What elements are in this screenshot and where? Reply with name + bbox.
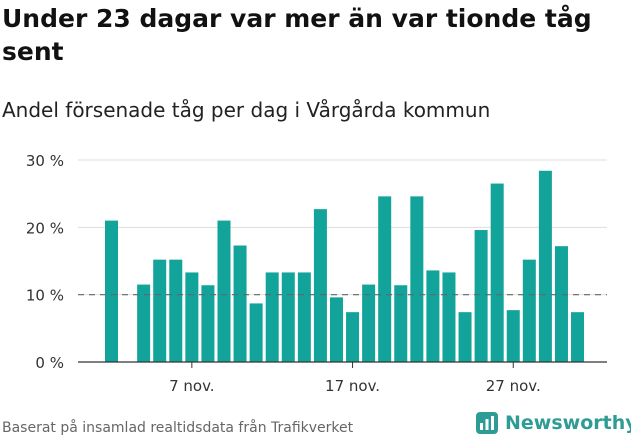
bar [329, 297, 343, 362]
y-tick-label: 20 % [26, 219, 64, 237]
bar [105, 220, 118, 362]
bar [378, 196, 392, 362]
bar [522, 259, 536, 362]
bar [201, 285, 215, 362]
bar [426, 270, 440, 362]
bar [281, 272, 295, 362]
bar-chart: 0 % 10 % 20 % 30 % 7 nov. 17 nov. 27 nov. [26, 152, 607, 395]
bar [265, 272, 279, 362]
x-tick-label: 7 nov. [169, 377, 214, 395]
bar [394, 285, 408, 362]
bar [538, 170, 552, 362]
y-tick-label: 10 % [26, 287, 64, 305]
bar [410, 196, 424, 362]
bar [571, 312, 585, 362]
bar [458, 312, 472, 362]
bar [217, 220, 231, 362]
bar [249, 303, 263, 362]
chart-subtitle: Andel försenade tåg per dag i Vårgårda k… [2, 98, 491, 122]
bar [153, 259, 167, 362]
bar [313, 209, 327, 362]
bar [137, 284, 151, 362]
bar [554, 246, 568, 362]
bar [297, 272, 311, 362]
brand-name: Newsworthy [505, 412, 631, 434]
chart-title: Under 23 dagar var mer än var tionde tåg… [2, 4, 592, 66]
bar [346, 312, 360, 362]
newsworthy-logo: Newsworthy [476, 410, 631, 436]
bar [185, 272, 199, 362]
bar [490, 183, 504, 362]
x-tick-label: 17 nov. [325, 377, 380, 395]
newsworthy-icon [476, 412, 498, 434]
bar [506, 310, 520, 362]
y-tick-label: 30 % [26, 152, 64, 170]
source-note: Baserat på insamlad realtidsdata från Tr… [2, 420, 354, 436]
bar [233, 245, 247, 362]
y-tick-label: 0 % [35, 354, 64, 372]
x-tick-label: 27 nov. [486, 377, 541, 395]
bar [362, 284, 376, 362]
bar [442, 272, 456, 362]
bar [474, 230, 488, 362]
bar [169, 259, 183, 362]
